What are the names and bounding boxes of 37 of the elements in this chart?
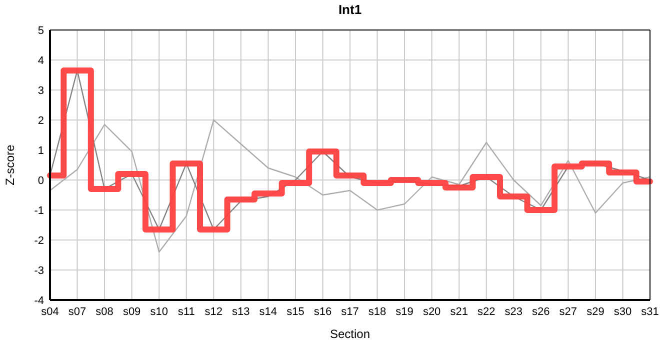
x-tick-label: s29 [586, 306, 604, 318]
x-tick-label: s14 [259, 306, 278, 318]
x-tick-label: s19 [396, 306, 414, 318]
x-tick-label: s13 [232, 306, 250, 318]
x-tick-label: s21 [450, 306, 468, 318]
y-tick-label: -4 [34, 294, 44, 307]
x-tick-label: s08 [96, 306, 114, 318]
y-tick-label: -2 [34, 234, 44, 247]
x-tick-label: s20 [422, 306, 441, 318]
y-tick-label: 5 [38, 24, 44, 37]
y-tick-label: 4 [38, 54, 44, 67]
y-tick-label: -1 [34, 204, 44, 217]
x-tick-label: s26 [532, 306, 550, 318]
x-tick-label: s11 [178, 306, 195, 318]
y-tick-label: 0 [38, 174, 44, 187]
y-tick-label: 2 [38, 114, 44, 127]
x-tick-label: s12 [204, 306, 223, 318]
x-tick-label: s09 [122, 306, 141, 318]
x-tick-label: s30 [614, 306, 632, 318]
x-tick-label: s15 [286, 306, 304, 318]
chart-title: Int1 [338, 2, 362, 17]
x-tick-label: s22 [477, 306, 496, 318]
y-tick-label: 1 [38, 144, 44, 157]
x-tick-label: s10 [150, 306, 168, 318]
x-tick-label: s07 [68, 306, 86, 318]
y-axis-title: Z-score [3, 144, 17, 186]
x-tick-label: s16 [314, 306, 332, 318]
x-tick-label: s04 [41, 306, 59, 318]
x-tick-label: s18 [368, 306, 386, 318]
x-axis-title: Section [330, 327, 370, 341]
x-tick-label: s17 [341, 306, 359, 318]
y-tick-label: -3 [34, 264, 44, 277]
x-tick-label: s23 [504, 306, 523, 318]
x-tick-label: s31 [641, 306, 659, 318]
y-tick-label: 3 [38, 84, 44, 97]
line-series [49, 119, 651, 253]
x-tick-label: s27 [559, 306, 578, 318]
